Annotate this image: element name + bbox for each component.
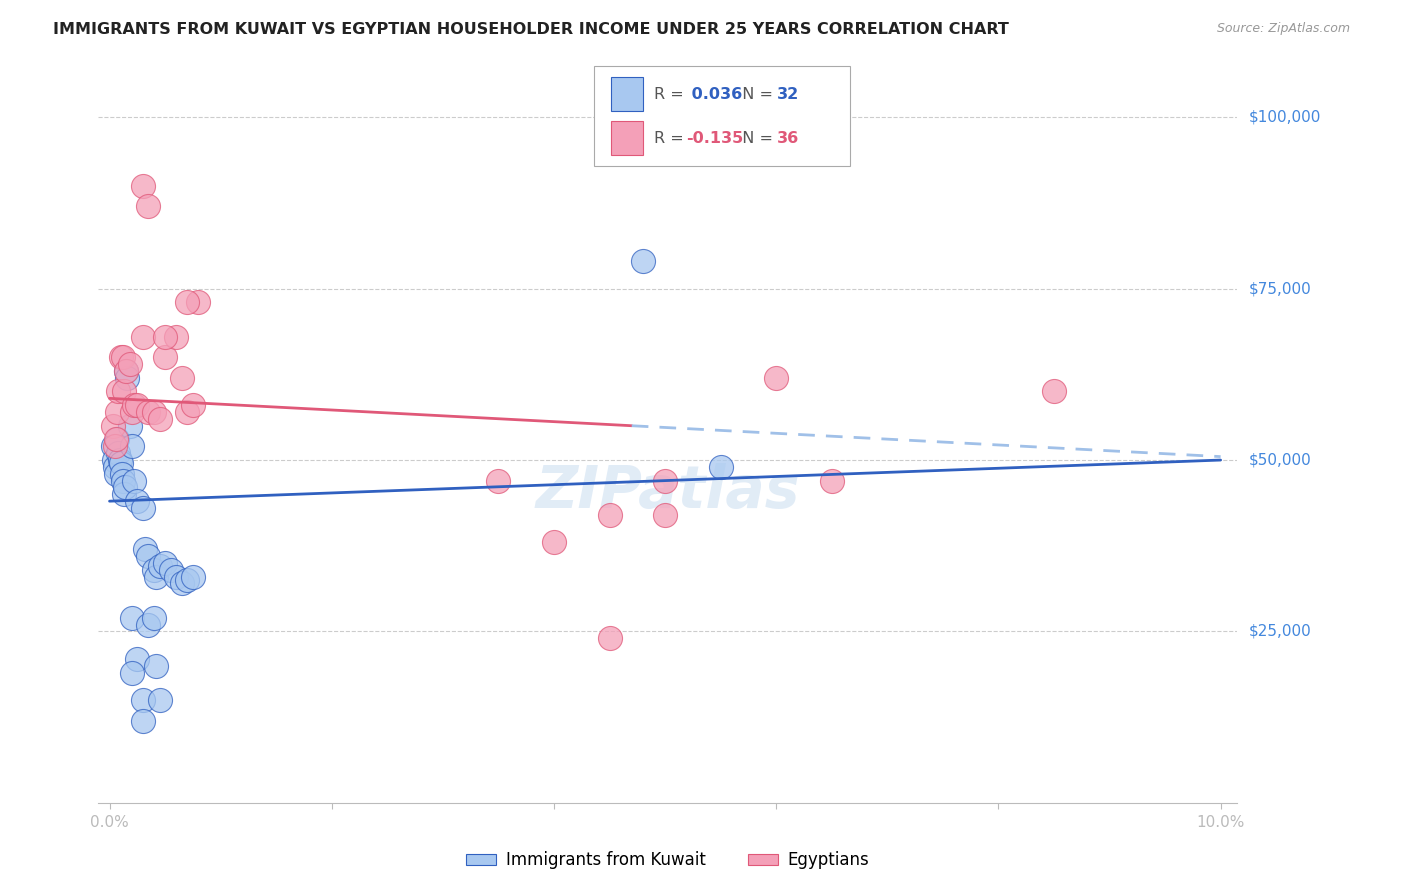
Text: 36: 36 [778,130,800,145]
Point [138,199,160,213]
Point [159,563,181,577]
FancyBboxPatch shape [593,66,851,166]
Point [105,405,128,419]
Point [170,576,193,591]
Point [181,569,204,583]
Text: -0.135: -0.135 [686,130,744,145]
Point [1043,384,1066,399]
Point [165,569,187,583]
Point [176,573,198,587]
Point [138,405,160,419]
Point [132,693,155,707]
Point [153,350,176,364]
Point [122,474,145,488]
Point [148,693,170,707]
Point [110,457,132,471]
Point [765,371,787,385]
Point [121,439,143,453]
Point [143,563,166,577]
Point [107,446,129,460]
Point [104,459,127,474]
Point [153,329,176,343]
Point [138,549,160,563]
Point [101,439,124,453]
Point [127,652,149,666]
Point [181,398,204,412]
Text: 0.036: 0.036 [686,87,742,102]
Point [118,418,141,433]
Point [121,405,143,419]
Point [117,371,139,385]
Point [138,617,160,632]
Point [165,329,187,343]
Text: R =: R = [654,87,689,102]
Point [134,542,156,557]
Text: ZIPatlas: ZIPatlas [536,463,800,520]
Point [111,467,134,481]
Point [631,254,654,268]
Point [115,364,138,378]
Point [103,453,125,467]
Text: 32: 32 [778,87,800,102]
Point [148,412,170,426]
Point [187,295,209,310]
Point [153,556,176,570]
Text: $25,000: $25,000 [1249,624,1312,639]
Text: IMMIGRANTS FROM KUWAIT VS EGYPTIAN HOUSEHOLDER INCOME UNDER 25 YEARS CORRELATION: IMMIGRANTS FROM KUWAIT VS EGYPTIAN HOUSE… [53,22,1010,37]
Text: $75,000: $75,000 [1249,281,1312,296]
FancyBboxPatch shape [612,121,643,155]
Point [176,405,198,419]
Point [110,350,132,364]
Point [654,474,676,488]
Point [710,459,733,474]
Point [127,494,149,508]
Point [108,453,131,467]
Point [121,665,143,680]
Text: N =: N = [731,87,778,102]
Point [114,480,136,494]
Text: $50,000: $50,000 [1249,452,1312,467]
Point [112,487,135,501]
Point [115,364,138,378]
Point [121,610,143,624]
Point [105,433,128,447]
Point [145,658,167,673]
Point [112,384,135,399]
Point [170,371,193,385]
Point [104,439,127,453]
Point [543,535,565,549]
Point [105,467,128,481]
Point [599,508,621,522]
Point [132,714,155,728]
Point [143,405,166,419]
Point [145,569,167,583]
Point [486,474,509,488]
Point [122,398,145,412]
Point [105,433,128,447]
Point [132,329,155,343]
Point [821,474,844,488]
Text: R =: R = [654,130,689,145]
Legend: Immigrants from Kuwait, Egyptians: Immigrants from Kuwait, Egyptians [460,845,876,876]
Point [127,398,149,412]
FancyBboxPatch shape [612,78,643,111]
Text: $100,000: $100,000 [1249,110,1322,125]
Point [143,610,166,624]
Text: N =: N = [731,130,778,145]
Point [118,357,141,371]
Point [176,295,198,310]
Point [148,559,170,574]
Text: Source: ZipAtlas.com: Source: ZipAtlas.com [1216,22,1350,36]
Point [111,350,134,364]
Point [654,508,676,522]
Point [111,474,134,488]
Point [599,632,621,646]
Point [132,178,155,193]
Point [107,384,129,399]
Point [132,501,155,516]
Point [101,418,124,433]
